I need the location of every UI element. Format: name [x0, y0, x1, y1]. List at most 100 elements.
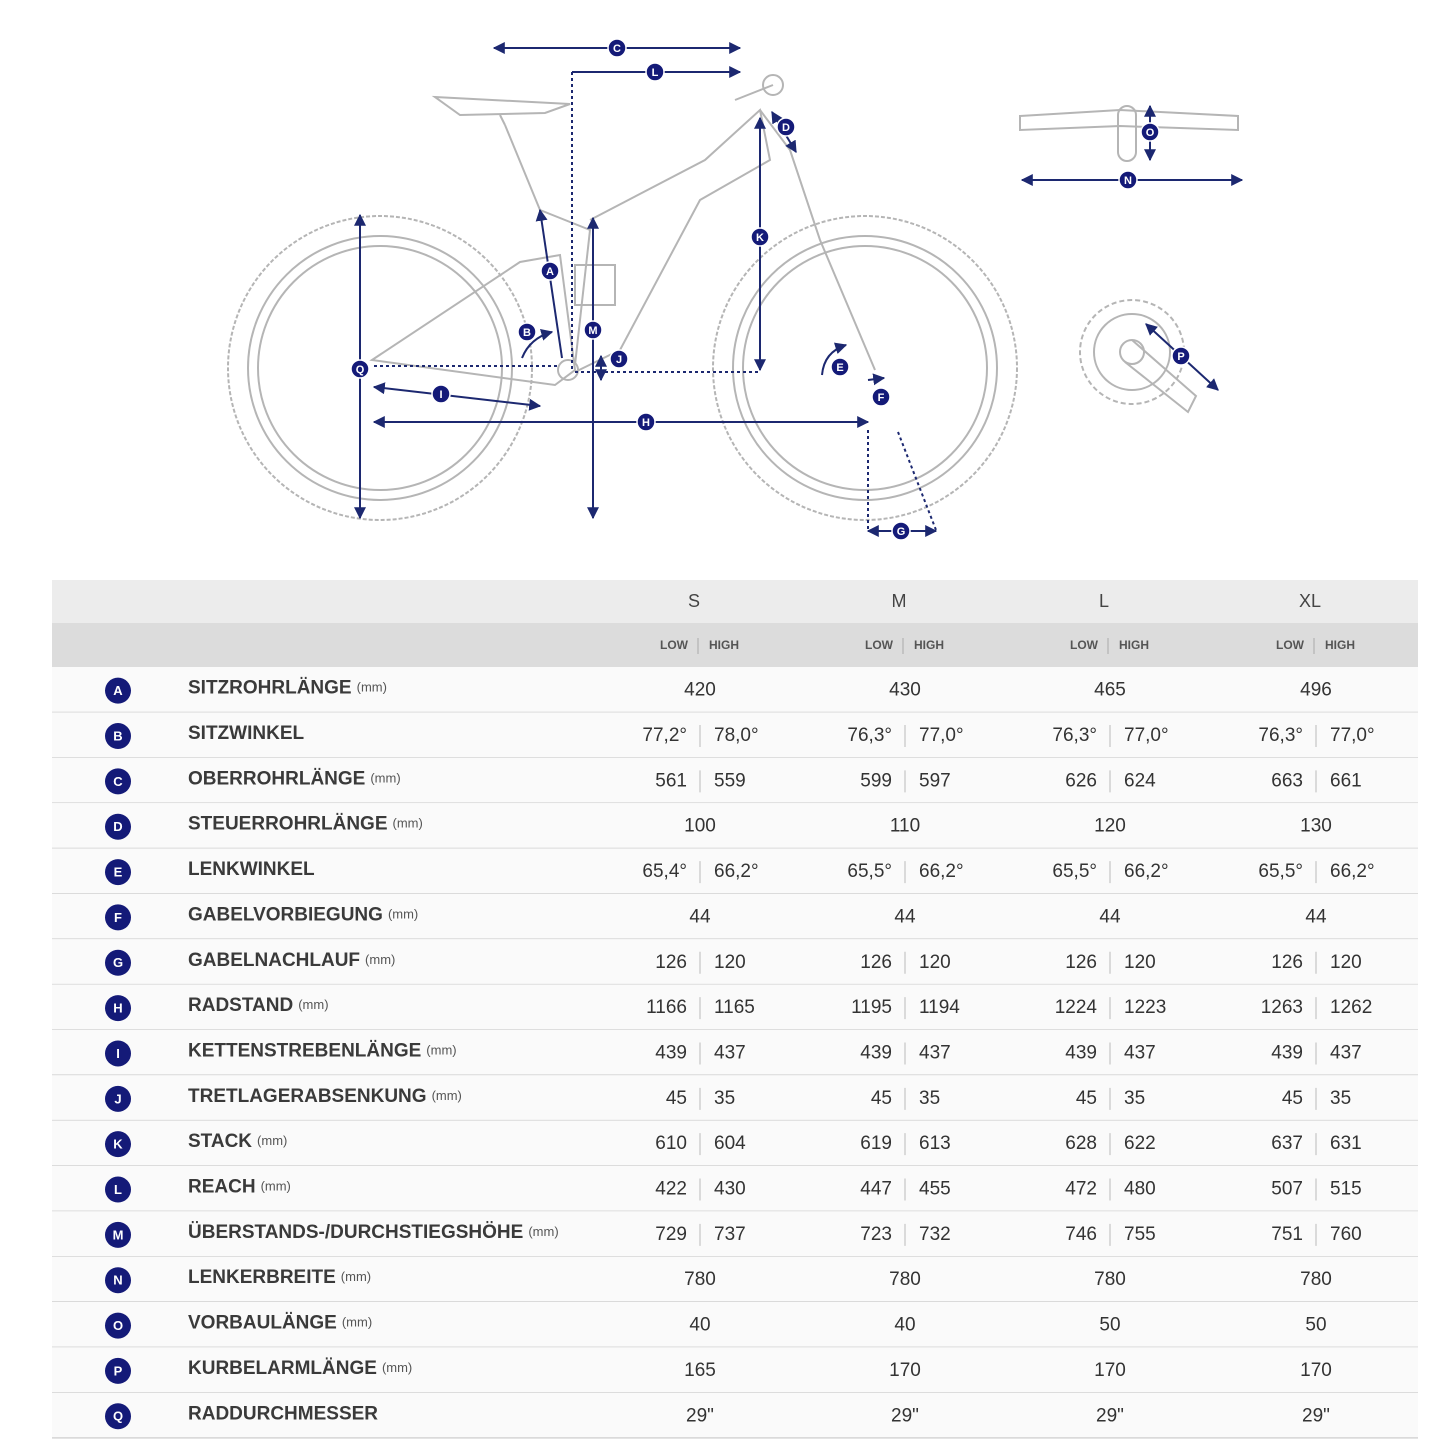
diagram-marker-letter: E	[836, 362, 843, 374]
value: 40	[689, 1315, 710, 1336]
row-label: KURBELARMLÄNGE (mm)	[188, 1358, 412, 1379]
measure-name: TRETLAGERABSENKUNG	[188, 1086, 427, 1107]
low-value: 447	[860, 1179, 892, 1200]
diagram-marker-letter: B	[523, 327, 531, 339]
high-value: 120	[1124, 952, 1156, 973]
diagram-marker	[645, 62, 665, 82]
measure-name: SITZROHRLÄNGE	[188, 678, 352, 699]
diagram-marker	[750, 227, 770, 247]
diagram-marker	[431, 384, 451, 404]
low-value: 45	[666, 1088, 687, 1109]
table-row	[52, 757, 1418, 804]
high-value: 35	[1330, 1088, 1351, 1109]
value: 430	[889, 680, 921, 701]
value: 50	[1099, 1315, 1120, 1336]
low-header: LOW	[1070, 638, 1099, 652]
letter: F	[114, 910, 122, 925]
measure-name: REACH	[188, 1177, 256, 1198]
high-value: 35	[714, 1088, 735, 1109]
table-row	[52, 1075, 1418, 1121]
high-value: 1262	[1330, 997, 1372, 1018]
measure-name: SITZWINKEL	[188, 723, 304, 744]
low-value: 1166	[646, 997, 687, 1018]
low-value: 65,4°	[642, 861, 687, 882]
size-header: L	[1099, 591, 1109, 611]
measure-unit: (mm)	[432, 1088, 462, 1103]
row-label: LENKWINKEL	[188, 859, 315, 880]
low-value: 45	[1282, 1088, 1303, 1109]
high-value: 120	[1330, 952, 1362, 973]
high-value: 613	[919, 1133, 951, 1154]
low-value: 45	[1076, 1088, 1097, 1109]
letter: I	[116, 1046, 120, 1061]
diagram-marker-letter: G	[897, 526, 906, 538]
low-value: 561	[655, 770, 687, 791]
value: 170	[1300, 1360, 1332, 1381]
low-value: 65,5°	[847, 861, 892, 882]
row-label: VORBAULÄNGE (mm)	[188, 1313, 372, 1334]
value: 496	[1300, 680, 1332, 701]
value: 44	[1099, 906, 1121, 927]
measure-unit: (mm)	[388, 907, 418, 922]
value: 120	[1094, 816, 1126, 837]
row-label: LENKERBREITE (mm)	[188, 1267, 371, 1288]
table-row	[52, 1256, 1418, 1302]
low-value: 45	[871, 1088, 892, 1109]
letter-badge	[105, 1312, 131, 1339]
high-value: 120	[714, 952, 746, 973]
size-header: M	[892, 591, 907, 611]
row-label: REACH (mm)	[188, 1177, 291, 1198]
geometry-table: S LOW HIGH M LOW HIGH L LOW HIGH XL LOW HIGH A SITZRO…	[52, 580, 1418, 1439]
letter: J	[114, 1091, 121, 1106]
table-row	[52, 1165, 1418, 1212]
diagram-marker	[609, 349, 629, 369]
low-value: 619	[860, 1133, 892, 1154]
high-value: 755	[1124, 1224, 1156, 1245]
row-label: GABELVORBIEGUNG (mm)	[188, 904, 418, 925]
measure-unit: (mm)	[382, 1360, 412, 1375]
high-value: 437	[1124, 1042, 1156, 1063]
high-value: 624	[1124, 770, 1156, 791]
measure-unit: (mm)	[370, 771, 400, 786]
low-value: 610	[655, 1133, 687, 1154]
letter: C	[113, 774, 123, 789]
high-header: HIGH	[1119, 638, 1149, 652]
high-value: 437	[1330, 1042, 1362, 1063]
letter: H	[113, 1001, 122, 1016]
value: 780	[1094, 1269, 1126, 1290]
size-header: XL	[1299, 591, 1321, 611]
low-value: 599	[860, 770, 892, 791]
value: 29"	[891, 1405, 919, 1426]
diagram-marker	[1171, 346, 1191, 366]
letter-badge	[105, 904, 131, 931]
letter-badge	[105, 1267, 131, 1294]
low-header: LOW	[660, 638, 689, 652]
measure-name: RADDURCHMESSER	[188, 1403, 378, 1424]
high-value: 597	[919, 770, 951, 791]
letter: P	[114, 1363, 123, 1378]
low-value: 126	[1271, 952, 1303, 973]
table-row	[52, 803, 1418, 849]
table-row	[52, 1211, 1418, 1257]
letter: N	[113, 1273, 122, 1288]
low-value: 1224	[1055, 997, 1098, 1018]
value: 170	[1094, 1360, 1126, 1381]
row-label: STACK (mm)	[188, 1131, 287, 1152]
high-value: 430	[714, 1179, 746, 1200]
letter: G	[113, 955, 123, 970]
value: 44	[1305, 906, 1327, 927]
low-value: 77,2°	[642, 725, 687, 746]
measure-name: LENKERBREITE	[188, 1267, 336, 1288]
low-value: 628	[1065, 1133, 1097, 1154]
diagram-marker-letter: K	[756, 232, 764, 244]
table-row	[52, 1301, 1418, 1348]
measure-unit: (mm)	[528, 1224, 558, 1239]
row-label: ÜBERSTANDS-/DURCHSTIEGSHÖHE (mm)	[188, 1222, 559, 1243]
value: 29"	[1302, 1405, 1330, 1426]
table-row	[52, 1120, 1418, 1166]
letter-badge	[105, 995, 131, 1022]
letter-badge	[105, 1176, 131, 1203]
value: 40	[894, 1315, 915, 1336]
low-value: 126	[655, 952, 687, 973]
